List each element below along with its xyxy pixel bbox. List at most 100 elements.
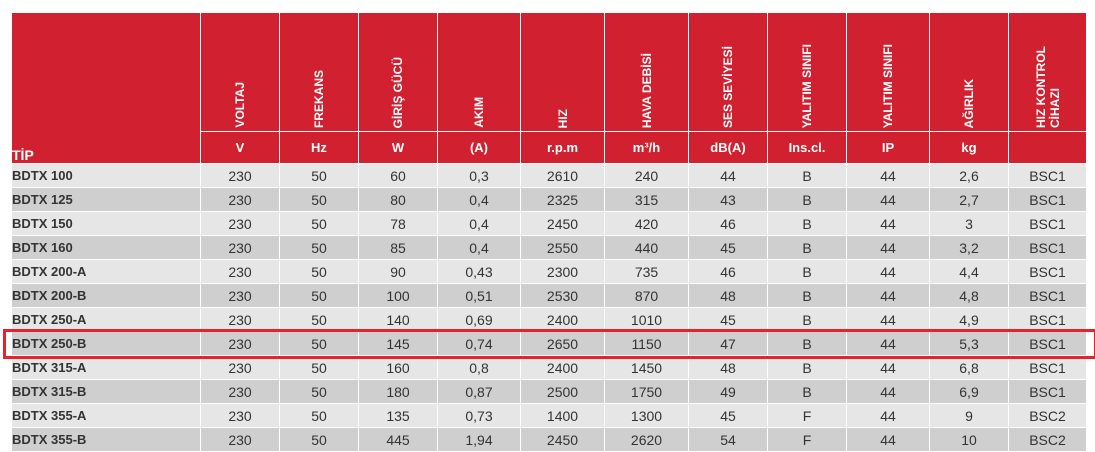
table-cell: 870 [604, 283, 689, 308]
column-header-label: SES SEVİYESİ [721, 45, 735, 128]
table-cell: 0,3 [437, 163, 521, 188]
table-cell: 2300 [520, 259, 605, 284]
table-cell: 6,9 [929, 379, 1009, 404]
column-header: FREKANS [279, 12, 359, 132]
column-header: AĞIRLIK [929, 12, 1009, 132]
table-cell: 44 [846, 427, 930, 452]
table-cell: 240 [604, 163, 689, 188]
table-cell: 50 [279, 235, 359, 260]
table-cell: 44 [846, 211, 930, 236]
table-cell: 0,51 [437, 283, 521, 308]
table-cell: 47 [688, 331, 768, 356]
table-body: BDTX 100 230 50 60 0,3 2610 240 44 B 44 2,6 BSC1 BDT… [11, 163, 1087, 452]
column-header-label: AKIM [472, 97, 486, 128]
table-cell: 2325 [520, 187, 605, 212]
table-cell: 45 [688, 403, 768, 428]
table-cell: 2400 [520, 355, 605, 380]
table-row: BDTX 200-A 230 50 90 0,43 2300 735 46 B 44 4,4 BSC1 [11, 259, 1087, 284]
table-row: BDTX 250-A 230 50 140 0,69 2400 1010 45 B 44 4,9 BS… [11, 307, 1087, 332]
column-header: GİRİŞ GÜCÜ [358, 12, 438, 132]
table-cell: 2,7 [929, 187, 1009, 212]
table-row: BDTX 355-A 230 50 135 0,73 1400 1300 45 F 44 9 BSC2 [11, 403, 1087, 428]
table-cell: 90 [358, 259, 438, 284]
column-unit: W [358, 131, 438, 164]
table-cell: 44 [846, 331, 930, 356]
table-cell: 44 [846, 307, 930, 332]
type-cell: BDTX 150 [11, 211, 201, 236]
table-cell: 230 [200, 259, 280, 284]
table-cell: 44 [846, 259, 930, 284]
table-cell: 0,4 [437, 187, 521, 212]
table-cell: 0,69 [437, 307, 521, 332]
table-cell: 2500 [520, 379, 605, 404]
table-cell: 50 [279, 187, 359, 212]
table-cell: 50 [279, 355, 359, 380]
table-cell: 230 [200, 163, 280, 188]
table-cell: 45 [688, 307, 768, 332]
type-cell: BDTX 250-A [11, 307, 201, 332]
type-header: TİP [11, 12, 201, 164]
column-header: YALITIM SINIFI [846, 12, 930, 132]
table-cell: BSC1 [1008, 187, 1087, 212]
column-header-label: GİRİŞ GÜCÜ [391, 56, 405, 128]
table-cell: 180 [358, 379, 438, 404]
table-cell: 78 [358, 211, 438, 236]
table-cell: 46 [688, 211, 768, 236]
table-cell: BSC1 [1008, 355, 1087, 380]
table-cell: 50 [279, 259, 359, 284]
table-cell: 44 [846, 355, 930, 380]
table-row: BDTX 125 230 50 80 0,4 2325 315 43 B 44 2,7 BSC1 [11, 187, 1087, 212]
table-cell: 315 [604, 187, 689, 212]
column-unit: V [200, 131, 280, 164]
table-cell: 0,74 [437, 331, 521, 356]
type-cell: BDTX 250-B [11, 331, 201, 356]
table-cell: 230 [200, 187, 280, 212]
table-cell: 85 [358, 235, 438, 260]
table-cell: 48 [688, 283, 768, 308]
table-cell: 4,8 [929, 283, 1009, 308]
column-unit: (A) [437, 131, 521, 164]
table-cell: 100 [358, 283, 438, 308]
table-cell: 230 [200, 355, 280, 380]
table-cell: F [767, 403, 847, 428]
table-cell: 230 [200, 307, 280, 332]
type-cell: BDTX 315-A [11, 355, 201, 380]
column-unit: m³/h [604, 131, 689, 164]
table-cell: 445 [358, 427, 438, 452]
column-header-label: AĞIRLIK [962, 78, 976, 128]
table-cell: 2650 [520, 331, 605, 356]
table-cell: B [767, 331, 847, 356]
column-header: VOLTAJ [200, 12, 280, 132]
table-cell: 50 [279, 211, 359, 236]
table-cell: BSC1 [1008, 163, 1087, 188]
table-cell: 440 [604, 235, 689, 260]
table-cell: 1010 [604, 307, 689, 332]
table-cell: BSC1 [1008, 379, 1087, 404]
table-cell: BSC1 [1008, 283, 1087, 308]
column-unit: kg [929, 131, 1009, 164]
table-cell: 2400 [520, 307, 605, 332]
table-cell: 0,4 [437, 211, 521, 236]
table-cell: 1300 [604, 403, 689, 428]
table-cell: 1,94 [437, 427, 521, 452]
table-row: BDTX 160 230 50 85 0,4 2550 440 45 B 44 3,2 BSC1 [11, 235, 1087, 260]
table-cell: 5,3 [929, 331, 1009, 356]
table-cell: B [767, 235, 847, 260]
table-cell: 0,43 [437, 259, 521, 284]
table-cell: B [767, 283, 847, 308]
table-cell: 230 [200, 211, 280, 236]
table-cell: 160 [358, 355, 438, 380]
table-cell: 2,6 [929, 163, 1009, 188]
table-cell: 1450 [604, 355, 689, 380]
table-cell: B [767, 211, 847, 236]
table-header: TİP VOLTAJ FREKANS GİRİŞ GÜCÜ AKIM HIZ HAVA D… [11, 12, 1087, 164]
column-header: SES SEVİYESİ [688, 12, 768, 132]
table-cell: 44 [846, 379, 930, 404]
table-cell: B [767, 355, 847, 380]
table-cell: F [767, 427, 847, 452]
table-cell: 140 [358, 307, 438, 332]
table-cell: 80 [358, 187, 438, 212]
table-cell: 50 [279, 427, 359, 452]
table-cell: BSC1 [1008, 307, 1087, 332]
table-cell: 0,8 [437, 355, 521, 380]
